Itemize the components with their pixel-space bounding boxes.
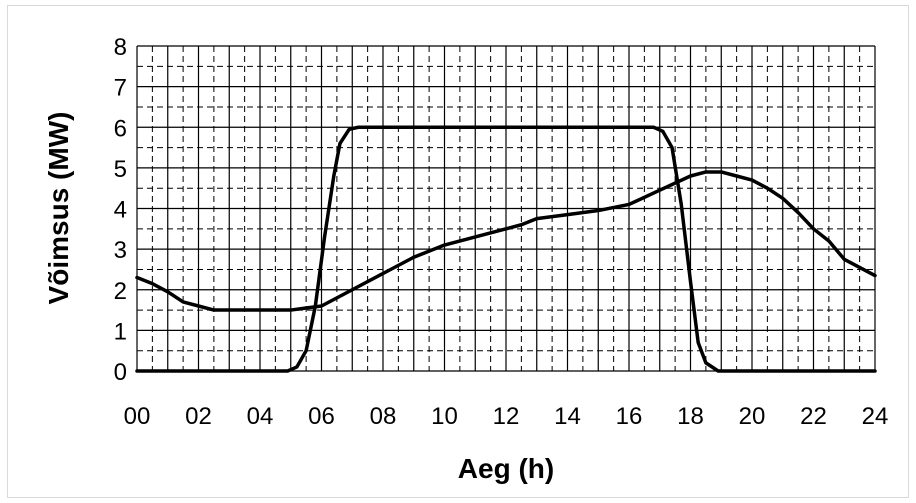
x-tick-label: 02 xyxy=(185,403,212,430)
major-gridlines xyxy=(136,45,876,372)
y-tick-label: 5 xyxy=(114,156,127,183)
x-tick-label: 04 xyxy=(247,403,274,430)
y-tick-label: 6 xyxy=(114,115,127,142)
x-tick-label: 24 xyxy=(862,403,889,430)
x-tick-label: 14 xyxy=(554,403,581,430)
x-tick-label: 22 xyxy=(800,403,827,430)
x-tick-label: 16 xyxy=(616,403,643,430)
y-axis-title: Võimsus (MW) xyxy=(43,112,74,305)
series-layer xyxy=(135,125,877,373)
y-tick-label: 2 xyxy=(114,278,127,305)
y-tick-labels: 0 1 2 3 4 5 6 7 8 xyxy=(114,34,127,386)
y-tick-label: 8 xyxy=(114,34,127,61)
y-tick-label: 1 xyxy=(114,318,127,345)
x-axis-title: Aeg (h) xyxy=(458,453,554,484)
x-tick-label: 10 xyxy=(431,403,458,430)
series-line-2 xyxy=(135,170,877,312)
x-tick-labels: 00 02 04 06 08 10 12 14 16 18 20 22 24 xyxy=(124,403,889,430)
x-tick-label: 18 xyxy=(677,403,704,430)
x-tick-label: 20 xyxy=(739,403,766,430)
y-tick-label: 0 xyxy=(114,359,127,386)
x-tick-label: 00 xyxy=(124,403,151,430)
y-tick-label: 4 xyxy=(114,197,127,224)
y-tick-label: 3 xyxy=(114,237,127,264)
y-tick-label: 7 xyxy=(114,75,127,102)
x-tick-label: 12 xyxy=(493,403,520,430)
x-tick-label: 06 xyxy=(308,403,335,430)
series-line-1 xyxy=(135,125,877,373)
x-tick-label: 08 xyxy=(370,403,397,430)
